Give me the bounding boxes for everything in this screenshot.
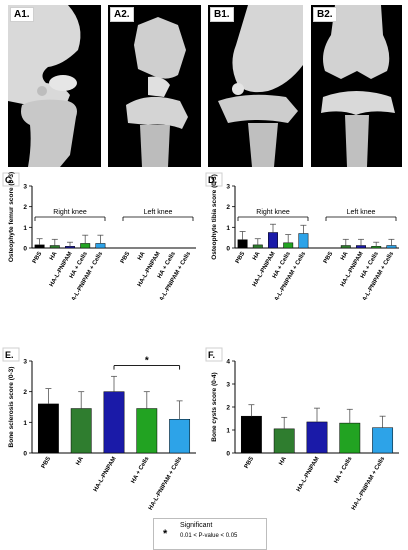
y-tick-label: 0 (226, 246, 230, 253)
x-tick-label: PBS (244, 456, 255, 470)
y-axis-label: Osteophyte tibia score (0-3) (211, 174, 218, 260)
bar (298, 233, 309, 249)
y-tick-label: 1 (226, 225, 230, 232)
bar (136, 408, 158, 454)
panel-tag-box (2, 172, 20, 187)
bar (65, 246, 75, 249)
x-tick-label: PBS (120, 251, 131, 265)
bar (268, 232, 278, 249)
x-tick-label: HA (137, 250, 147, 261)
group-label: Right knee (256, 209, 290, 216)
significance-star: * (145, 356, 149, 367)
x-tick-label: HA (278, 455, 288, 466)
panel-tag-a1: A1. (10, 7, 34, 22)
y-tick-label: 1 (226, 428, 230, 435)
panel-tag: F. (208, 350, 215, 360)
bar (283, 242, 294, 249)
group-label: Left knee (144, 209, 173, 216)
panel-tag-b1: B1. (210, 7, 234, 22)
x-tick-label: HA + Cells (334, 455, 354, 484)
chart-c: C. Osteophyte femur score (0-3) 0 1 2 3 Right … (2, 172, 202, 306)
ct-panel-b1: B1. (208, 5, 303, 167)
ct-panel-a2: A2. (108, 5, 201, 167)
chart-e: E. Bone sclerosis score (0-3) 0 1 2 3 PBS HA HA-… (2, 347, 202, 515)
bar (70, 408, 92, 454)
y-tick-label: 3 (23, 359, 27, 366)
x-tick-label: PBS (32, 251, 43, 265)
bar (37, 403, 59, 454)
panel-tag: C. (5, 175, 14, 185)
x-tick-label: HA (340, 250, 350, 261)
y-tick-label: 2 (226, 405, 230, 412)
bar (252, 244, 263, 249)
y-axis-label: Osteophyte femur score (0-3) (8, 172, 15, 262)
y-tick-label: 0 (23, 451, 27, 458)
x-tick-label: HA-L-PNIPAM + Cells (148, 455, 184, 511)
y-tick-label: 2 (23, 204, 27, 211)
bar (237, 239, 248, 249)
bar (273, 428, 295, 454)
x-tick-label: HA (75, 455, 85, 466)
significance-legend: * Significant 0.01 < P-value < 0.05 (153, 518, 267, 550)
bar (80, 243, 91, 249)
chart-d: D. Osteophyte tibia score (0-3) 0 1 2 3 Right … (205, 172, 405, 306)
bar (95, 243, 106, 249)
ct-panel-b2: B2. (311, 5, 402, 167)
y-tick-label: 2 (23, 389, 27, 396)
x-tick-label: HA-L-PNIPAM (93, 456, 118, 493)
chart-f: F. Bone cysts score (0-4) 0 1 2 3 4 PBS HA HA-L-P… (205, 347, 405, 515)
ct-panel-a1: A1. (8, 5, 101, 167)
y-tick-label: 0 (226, 451, 230, 458)
panel-tag: E. (5, 350, 14, 360)
y-tick-label: 1 (23, 225, 27, 232)
panel-tag: D. (208, 175, 217, 185)
x-tick-label: HA-L-PNIPAM (296, 456, 321, 493)
bar (49, 245, 60, 249)
panel-tag-box (205, 172, 223, 187)
y-tick-label: 3 (23, 184, 27, 191)
x-tick-label: PBS (323, 251, 334, 265)
x-tick-label: HA-L-PNIPAM + Cells (351, 455, 387, 511)
y-axis-label: Bone cysts score (0-4) (211, 372, 218, 441)
bar (340, 245, 351, 249)
bar (339, 422, 361, 454)
panel-tag-box (2, 347, 20, 362)
y-tick-label: 2 (226, 204, 230, 211)
panel-tag-box (205, 347, 223, 362)
bar (103, 391, 125, 454)
y-tick-label: 3 (226, 184, 230, 191)
bar (371, 246, 382, 249)
legend-detail: 0.01 < P-value < 0.05 (180, 533, 238, 539)
legend-symbol: * (163, 528, 168, 540)
y-tick-label: 1 (23, 420, 27, 427)
panel-tag-a2: A2. (110, 7, 134, 22)
y-tick-label: 4 (226, 359, 230, 366)
y-tick-label: 3 (226, 382, 230, 389)
x-tick-label: HA (252, 250, 262, 261)
group-label: Right knee (53, 209, 87, 216)
bar (306, 421, 328, 454)
y-axis-label: Bone sclerosis score (0-3) (8, 367, 15, 448)
bar (240, 415, 262, 454)
bar (356, 245, 366, 249)
x-tick-label: PBS (235, 251, 246, 265)
bar (372, 427, 394, 454)
y-tick-label: 0 (23, 246, 27, 253)
x-tick-label: HA + Cells (131, 455, 151, 484)
bar (169, 419, 191, 454)
group-label: Left knee (347, 209, 376, 216)
x-tick-label: PBS (41, 456, 52, 470)
legend-label: Significant (180, 522, 213, 529)
bar (34, 244, 45, 249)
x-tick-label: HA (49, 250, 59, 261)
panel-tag-b2: B2. (313, 7, 337, 22)
bar (386, 245, 397, 249)
